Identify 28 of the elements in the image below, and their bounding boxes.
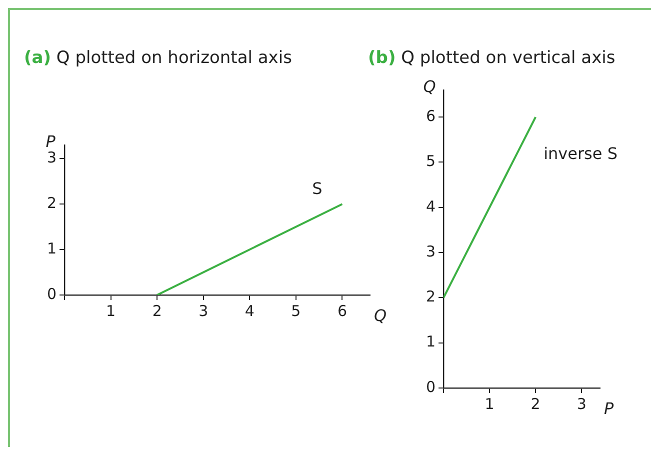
x-tick-label: 6: [337, 302, 348, 320]
x-tick-label: 1: [484, 394, 494, 413]
y-tick-label: 1: [426, 332, 436, 351]
y-tick-label: 4: [426, 197, 436, 216]
y-tick-label: 0: [426, 378, 436, 396]
y-axis-title: P: [46, 132, 56, 152]
x-axis-title: P: [604, 399, 614, 418]
y-tick-label: 2: [46, 194, 57, 212]
y-tick-label: 6: [426, 106, 436, 125]
y-tick-label: 3: [426, 242, 436, 260]
y-tick-label: 1: [46, 239, 57, 258]
x-tick-label: 2: [152, 302, 162, 320]
chart-title: (a) Q plotted on horizontal axis: [24, 48, 292, 68]
x-tick-label: 4: [244, 302, 254, 320]
y-tick-label: 3: [46, 148, 57, 167]
y-axis-title: Q: [423, 77, 436, 96]
series-label: S: [312, 179, 322, 198]
x-tick-label: 1: [106, 302, 116, 320]
y-tick-label: 0: [46, 284, 57, 303]
x-axis-title: Q: [374, 306, 387, 326]
x-tick-label: 2: [530, 394, 540, 413]
series-label: inverse S: [544, 144, 618, 164]
chart-title: (b) Q plotted on vertical axis: [368, 48, 616, 70]
x-tick-label: 3: [198, 302, 208, 320]
x-tick-label: 3: [576, 394, 586, 413]
y-tick-label: 5: [426, 152, 436, 170]
x-tick-label: 5: [291, 302, 301, 320]
y-tick-label: 2: [426, 288, 436, 306]
